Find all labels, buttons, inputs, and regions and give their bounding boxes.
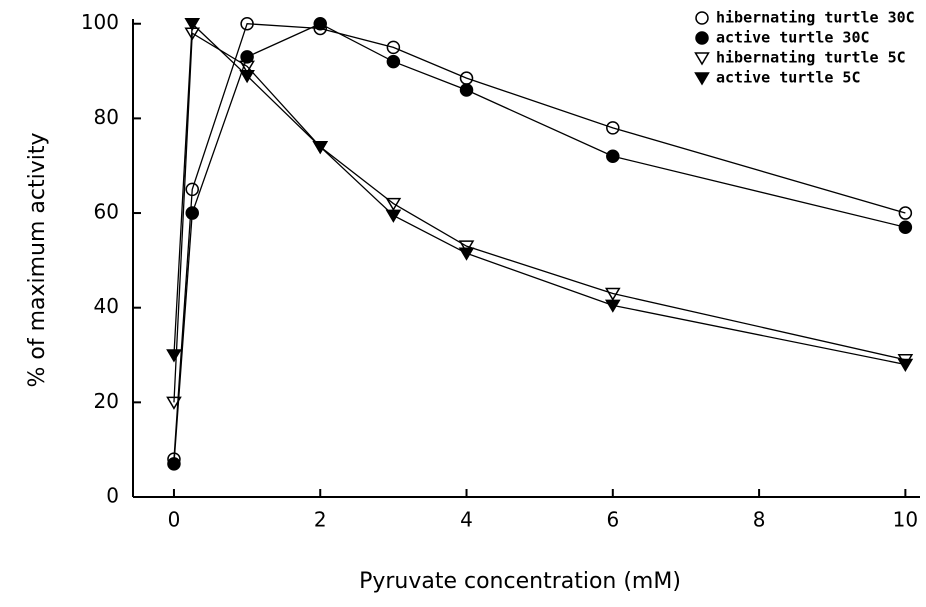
series-line (173, 32, 906, 403)
data-point (898, 220, 913, 234)
data-point (459, 83, 474, 97)
data-point (385, 209, 402, 223)
data-point (166, 349, 182, 363)
data-point (185, 182, 199, 197)
y-tick-label: 60 (94, 200, 119, 224)
legend-marker (694, 52, 710, 66)
y-axis-label: % of maximum activity (25, 132, 50, 387)
x-tick-label: 0 (168, 508, 181, 532)
data-point (458, 240, 475, 254)
data-point (240, 50, 254, 64)
y-tick-label: 80 (94, 105, 119, 129)
x-tick-label: 6 (606, 508, 619, 532)
data-point (604, 299, 621, 313)
legend-label: active turtle 30C (716, 29, 870, 47)
data-point (185, 206, 199, 220)
legend-marker (694, 72, 710, 86)
data-point (312, 141, 329, 155)
data-point (240, 16, 254, 31)
data-point (606, 121, 620, 135)
data-point (606, 149, 620, 163)
y-tick-label: 40 (94, 294, 119, 318)
x-tick-label: 10 (893, 508, 918, 532)
data-point (167, 457, 181, 471)
data-point (239, 70, 255, 84)
data-point (386, 54, 401, 69)
legend-label: hibernating turtle 5C (716, 49, 906, 67)
data-point (386, 40, 401, 55)
series-line (173, 22, 906, 366)
series-line (173, 23, 906, 460)
data-point (239, 60, 255, 74)
series-line (173, 23, 906, 464)
data-point (604, 287, 621, 301)
data-point (184, 17, 201, 32)
x-tick-label: 2 (314, 508, 327, 532)
legend-label: hibernating turtle 30C (716, 9, 915, 27)
data-point (166, 396, 182, 410)
y-tick-label: 100 (81, 10, 119, 34)
data-point (313, 16, 327, 31)
legend-marker (695, 11, 709, 25)
x-tick-label: 8 (753, 508, 766, 532)
legend-marker (695, 31, 709, 45)
legend-label: active turtle 5C (716, 69, 861, 87)
y-tick-label: 0 (106, 484, 119, 508)
x-tick-label: 4 (460, 508, 473, 532)
data-point (898, 206, 913, 220)
data-point (385, 197, 402, 212)
x-axis-label: Pyruvate concentration (mM) (359, 569, 681, 594)
data-point (897, 358, 914, 372)
y-tick-label: 20 (94, 389, 119, 413)
data-point (458, 247, 475, 261)
